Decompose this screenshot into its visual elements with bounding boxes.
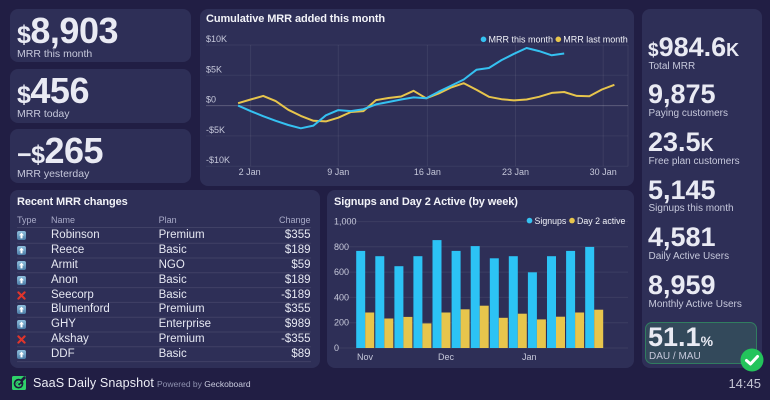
svg-text:Change: Change xyxy=(279,215,311,225)
svg-text:Day 2 active: Day 2 active xyxy=(577,216,626,226)
svg-text:-$10K: -$10K xyxy=(206,155,230,165)
svg-text:Plan: Plan xyxy=(159,215,177,225)
svg-text:Signups: Signups xyxy=(535,216,567,226)
svg-text:$5K: $5K xyxy=(206,64,222,74)
svg-text:1,000: 1,000 xyxy=(334,217,357,227)
svg-text:16 Jan: 16 Jan xyxy=(414,167,441,177)
svg-text:$10K: $10K xyxy=(206,34,227,44)
svg-text:200: 200 xyxy=(334,318,349,328)
svg-text:Dec: Dec xyxy=(438,352,455,362)
svg-text:Name: Name xyxy=(51,215,75,225)
svg-text:23 Jan: 23 Jan xyxy=(502,167,529,177)
svg-text:30 Jan: 30 Jan xyxy=(590,167,617,177)
svg-text:$0: $0 xyxy=(206,95,216,105)
svg-text:Nov: Nov xyxy=(357,352,374,362)
svg-text:Type: Type xyxy=(17,215,37,225)
svg-text:MRR last month: MRR last month xyxy=(563,35,628,45)
svg-text:9 Jan: 9 Jan xyxy=(327,167,349,177)
svg-text:-$5K: -$5K xyxy=(206,125,225,135)
svg-text:400: 400 xyxy=(334,292,349,302)
svg-text:2 Jan: 2 Jan xyxy=(239,167,261,177)
svg-text:600: 600 xyxy=(334,267,349,277)
svg-text:Jan: Jan xyxy=(522,352,537,362)
svg-text:MRR this month: MRR this month xyxy=(489,35,554,45)
svg-text:0: 0 xyxy=(334,343,339,353)
svg-text:800: 800 xyxy=(334,242,349,252)
